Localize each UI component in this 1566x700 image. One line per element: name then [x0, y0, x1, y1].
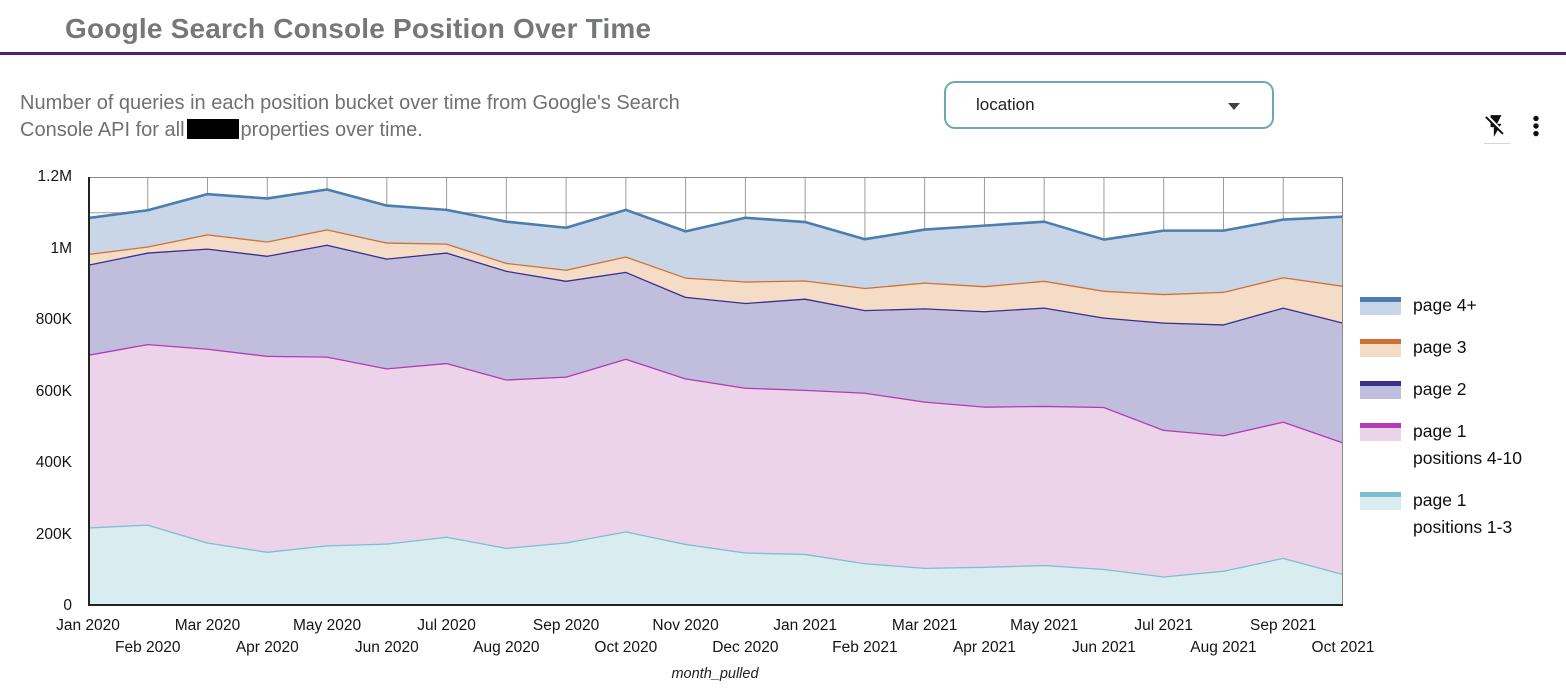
legend-label: page 1 positions 4-10: [1413, 421, 1522, 468]
x-axis-tick-label: Jun 2021: [1072, 639, 1136, 656]
area-page-1-positions-1-3[interactable]: [88, 524, 1343, 606]
legend-label: page 1 positions 1-3: [1413, 490, 1513, 537]
area-page-3[interactable]: [88, 229, 1343, 325]
subtitle-line-2: Console API for all properties over time.: [20, 118, 423, 141]
chevron-down-icon: [1228, 103, 1240, 110]
plot-area: [87, 176, 1344, 607]
legend-item-page-3[interactable]: page 3: [1360, 334, 1522, 361]
stacked-area-chart: [87, 176, 1344, 607]
x-axis-title: month_pulled: [671, 666, 759, 682]
y-axis-tick-label: 1M: [50, 239, 72, 257]
legend-item-page-1-positions-1-3[interactable]: page 1 positions 1-3: [1360, 487, 1522, 541]
x-axis-tick-label: Apr 2020: [235, 639, 299, 656]
x-axis-tick-label: Jul 2020: [417, 617, 476, 634]
y-axis-tick-label: 1.2M: [37, 168, 72, 185]
legend-label: page 3: [1413, 337, 1467, 357]
x-axis-tick-label: Jan 2020: [56, 617, 120, 634]
y-axis-tick-label: 600K: [35, 382, 72, 400]
x-axis-tick-label: Apr 2021: [952, 639, 1016, 656]
legend-item-page-2[interactable]: page 2: [1360, 376, 1522, 403]
legend-swatch: [1360, 339, 1401, 357]
x-axis: Jan 2020 Feb 2020 Mar 2020 Apr 2020 May 2020…: [0, 615, 1566, 667]
y-axis-tick-label: 0: [63, 597, 72, 614]
legend-swatch: [1360, 492, 1401, 510]
x-axis-tick-label: Feb 2021: [832, 639, 898, 656]
x-axis-tick-label: Mar 2021: [891, 617, 958, 634]
x-axis-tick-label: Nov 2020: [652, 617, 719, 634]
y-axis-tick-label: 200K: [35, 525, 72, 543]
legend: page 4+ page 3 page 2 page 1 positions 4-10 p…: [1360, 292, 1522, 541]
y-axis: 0 200K 400K 600K 800K 1M 1.2M: [0, 168, 78, 614]
x-axis-tick-label: Jul 2021: [1134, 617, 1193, 634]
y-axis-tick-label: 400K: [35, 454, 72, 471]
x-axis-tick-label: Jun 2020: [354, 639, 419, 656]
flash-underline: [1484, 143, 1510, 144]
legend-label: page 4+: [1413, 295, 1477, 315]
x-axis-tick-label: Oct 2020: [594, 639, 658, 656]
x-axis-tick-label: Mar 2020: [174, 617, 241, 634]
flash-off-icon: [1485, 115, 1504, 137]
x-axis-tick-label: Dec 2020: [712, 639, 779, 656]
location-filter-label: location: [976, 95, 1035, 114]
legend-swatch: [1360, 297, 1401, 315]
legend-swatch: [1360, 381, 1401, 399]
legend-item-page-4[interactable]: page 4+: [1360, 292, 1522, 319]
legend-swatch: [1360, 423, 1401, 441]
legend-item-page-1-positions-4-10[interactable]: page 1 positions 4-10: [1360, 418, 1522, 472]
area-page-2[interactable]: [88, 244, 1343, 443]
cache-refresh-button[interactable]: [1483, 113, 1511, 141]
location-filter-dropdown[interactable]: location: [944, 81, 1274, 129]
x-axis-tick-label: Sep 2021: [1250, 617, 1317, 634]
title-divider: [0, 52, 1566, 55]
x-axis-tick-label: May 2020: [293, 617, 362, 634]
x-axis-tick-label: May 2021: [1010, 617, 1079, 634]
x-axis-tick-label: Feb 2020: [115, 639, 181, 656]
legend-label: page 2: [1413, 379, 1467, 399]
x-axis-tick-label: Aug 2020: [473, 639, 540, 656]
x-axis-tick-label: Aug 2021: [1190, 639, 1257, 656]
x-axis-tick-label: Sep 2020: [532, 617, 600, 634]
page-title: Google Search Console Position Over Time: [65, 13, 652, 44]
line-page-1-positions-1-3[interactable]: [87, 523, 1344, 578]
y-axis-tick-label: 800K: [35, 311, 72, 328]
x-axis-tick-label: Oct 2021: [1311, 639, 1375, 656]
kebab-menu-icon: [1533, 115, 1539, 137]
area-page-1-positions-4-10[interactable]: [88, 343, 1343, 577]
area-page-4[interactable]: [88, 189, 1343, 294]
tile-menu-button[interactable]: [1523, 113, 1551, 141]
line-page-4[interactable]: [87, 188, 1344, 241]
x-axis-tick-label: Jan 2021: [773, 617, 838, 634]
chart-subtitle: Number of queries in each position bucke…: [20, 90, 800, 143]
redaction-box: [186, 118, 239, 139]
subtitle-line-1: Number of queries in each position bucke…: [20, 92, 680, 114]
